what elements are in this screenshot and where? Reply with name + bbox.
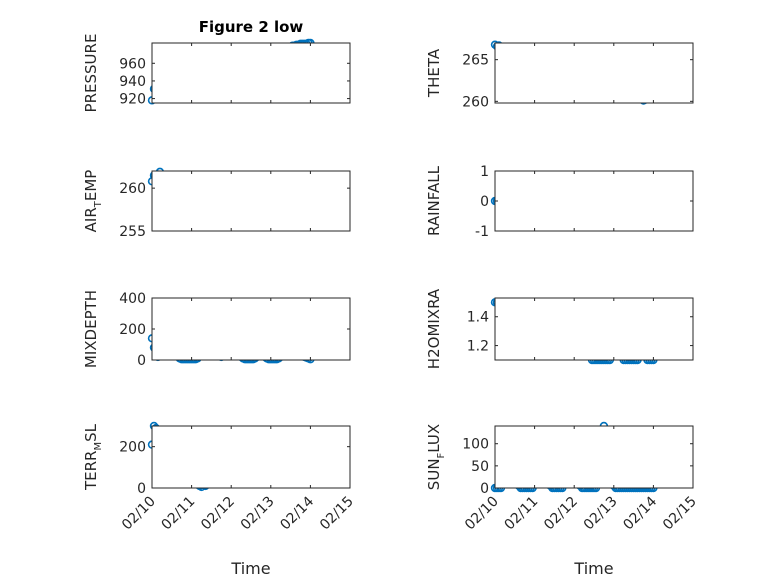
terr-msl-xtick-label: 02/12 bbox=[198, 494, 238, 534]
subplot-mixdepth: 0 200 400 MIXDEPTH bbox=[82, 290, 351, 369]
rainfall-ylabel: RAINFALL bbox=[425, 165, 443, 236]
terr-msl-xtick-label: 02/13 bbox=[238, 494, 278, 534]
sun-flux-xtick-label: 02/13 bbox=[581, 494, 621, 534]
mixdepth-ylabel: MIXDEPTH bbox=[82, 290, 100, 368]
h2omixra-ylabel: H2OMIXRA bbox=[425, 288, 443, 369]
subplot-theta: 260 265 THETA bbox=[425, 40, 694, 110]
x-axis-label-left: Time bbox=[230, 559, 270, 578]
subplot-terr-msl: 0 200 02/10 02/11 02/12 02/13 02/14 02/15 TERRMS… bbox=[82, 421, 357, 534]
theta-ytick-label: 265 bbox=[462, 53, 489, 69]
pressure-ytick-label: 960 bbox=[119, 56, 146, 72]
terr-msl-xtick-label: 02/10 bbox=[119, 494, 159, 534]
sun-flux-xtick-label: 02/12 bbox=[541, 494, 581, 534]
mixdepth-ytick-label: 200 bbox=[119, 322, 146, 338]
theta-ylabel: THETA bbox=[425, 48, 443, 98]
pressure-ytick-label: 920 bbox=[119, 92, 146, 108]
terr-msl-ylabel: TERRMSL bbox=[82, 423, 104, 491]
rainfall-axes-box bbox=[494, 170, 694, 232]
air-temp-axes-box bbox=[151, 170, 351, 232]
terr-msl-xtick-label: 02/14 bbox=[277, 493, 317, 533]
h2omixra-ytick-label: 1.2 bbox=[467, 339, 489, 355]
subplot-sun-flux: 0 50 100 02/10 02/11 02/12 02/13 02/14 02/15 SUNF… bbox=[425, 421, 700, 534]
h2omixra-axes-box bbox=[494, 297, 694, 361]
sun-flux-xtick-label: 02/15 bbox=[660, 494, 700, 534]
theta-axes-box bbox=[494, 42, 694, 104]
theta-ytick-label: 260 bbox=[462, 94, 489, 110]
terr-msl-ytick-label: 200 bbox=[119, 440, 146, 456]
air-temp-ylabel: AIRTEMP bbox=[82, 170, 104, 233]
x-axis-label-right: Time bbox=[573, 559, 613, 578]
figure-title: Figure 2 low bbox=[199, 18, 304, 36]
mixdepth-ytick-label: 400 bbox=[119, 291, 146, 307]
air-temp-ytick-label: 255 bbox=[119, 224, 146, 240]
terr-msl-axes-box bbox=[151, 425, 351, 489]
air-temp-ytick-label: 260 bbox=[119, 181, 146, 197]
sun-flux-axes-box bbox=[494, 425, 694, 489]
pressure-ytick-label: 940 bbox=[119, 74, 146, 90]
mixdepth-ytick-label: 0 bbox=[137, 353, 146, 369]
sun-flux-ytick-label: 50 bbox=[471, 459, 489, 475]
sun-flux-xtick-label: 02/10 bbox=[462, 494, 502, 534]
subplot-rainfall: -1 0 1 RAINFALL bbox=[425, 164, 694, 240]
sun-flux-xtick-label: 02/14 bbox=[620, 493, 660, 533]
h2omixra-ytick-label: 1.4 bbox=[467, 310, 489, 326]
sun-flux-xtick-label: 02/11 bbox=[502, 494, 542, 534]
terr-msl-xtick-label: 02/11 bbox=[159, 494, 199, 534]
sun-flux-ylabel: SUNFLUX bbox=[425, 424, 447, 490]
sun-flux-ytick-label: 0 bbox=[480, 481, 489, 497]
subplot-h2omixra: 1.2 1.4 H2OMIXRA bbox=[425, 288, 694, 369]
pressure-ylabel: PRESSURE bbox=[82, 34, 100, 113]
subplot-pressure: 920 940 960 PRESSURE bbox=[82, 34, 351, 113]
rainfall-ytick-label: -1 bbox=[475, 224, 489, 240]
terr-msl-ytick-label: 0 bbox=[137, 481, 146, 497]
pressure-axes-box bbox=[151, 42, 351, 104]
sun-flux-ytick-label: 100 bbox=[462, 437, 489, 453]
rainfall-ytick-label: 0 bbox=[480, 194, 489, 210]
subplot-air-temp: 255 260 AIRTEMP bbox=[82, 167, 351, 240]
rainfall-ytick-label: 1 bbox=[480, 164, 489, 180]
mixdepth-axes-box bbox=[151, 297, 351, 361]
terr-msl-xtick-label: 02/15 bbox=[317, 494, 357, 534]
